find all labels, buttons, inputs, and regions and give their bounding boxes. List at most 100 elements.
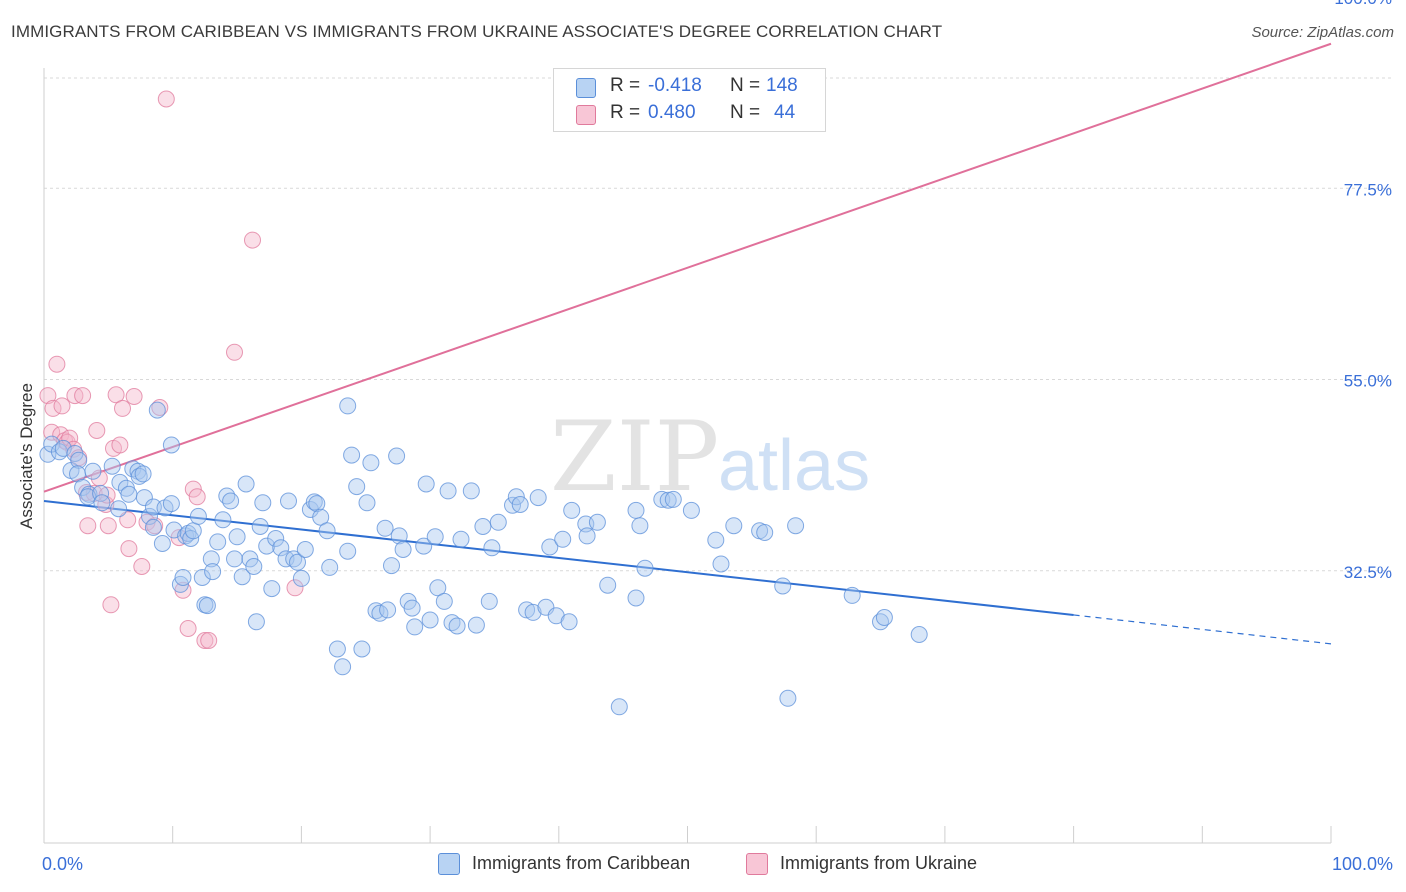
caribbean-point	[448, 617, 466, 635]
caribbean-point	[308, 495, 326, 513]
caribbean-point	[198, 597, 216, 615]
caribbean-point	[254, 494, 272, 512]
trend-lines	[43, 42, 1332, 645]
caribbean-point	[511, 496, 529, 513]
caribbean-point	[103, 457, 121, 475]
legend-swatch-ukraine	[576, 105, 596, 125]
caribbean-point	[148, 401, 166, 419]
caribbean-point	[631, 517, 649, 535]
source-label: Source: ZipAtlas.com	[1251, 24, 1394, 41]
ukraine-point	[286, 579, 304, 597]
caribbean-point	[682, 501, 700, 519]
y-tick-label: 32.5%	[1344, 563, 1392, 582]
caribbean-points	[39, 397, 928, 716]
caribbean-point	[394, 541, 412, 558]
ukraine-point	[107, 386, 125, 404]
caribbean-point	[193, 569, 211, 586]
caribbean-point	[292, 569, 310, 587]
caribbean-point	[467, 616, 485, 634]
caribbean-point	[417, 475, 435, 493]
caribbean-point	[348, 478, 366, 496]
caribbean-point	[875, 609, 893, 626]
legend-r-value: -0.418	[648, 75, 702, 96]
caribbean-point	[390, 527, 408, 545]
caribbean-point	[209, 533, 227, 551]
ukraine-point	[120, 540, 138, 558]
caribbean-point	[518, 601, 536, 619]
caribbean-point	[280, 492, 297, 510]
caribbean-point	[588, 513, 606, 531]
caribbean-point	[134, 465, 152, 483]
ukraine-point	[184, 480, 202, 498]
caribbean-point	[659, 491, 677, 509]
caribbean-point	[426, 528, 444, 546]
ukraine-trend-line	[43, 42, 1332, 493]
caribbean-point	[135, 489, 153, 507]
caribbean-point	[843, 586, 861, 604]
caribbean-point	[443, 614, 461, 632]
caribbean-point	[563, 501, 581, 519]
caribbean-point	[707, 531, 725, 549]
caribbean-point	[144, 518, 162, 536]
caribbean-point	[237, 475, 255, 493]
ukraine-point	[179, 620, 197, 637]
ukraine-point	[114, 399, 131, 417]
caribbean-point	[189, 507, 207, 525]
caribbean-point	[93, 494, 111, 512]
caribbean-point	[251, 518, 269, 535]
caribbean-point	[421, 611, 439, 629]
caribbean-point	[179, 524, 197, 542]
caribbean-point	[305, 493, 323, 511]
caribbean-point	[362, 454, 380, 472]
x-tick-label: 100.0%	[1332, 854, 1393, 874]
legend-n-value: 44	[774, 102, 796, 123]
caribbean-point	[79, 488, 97, 506]
caribbean-point	[415, 537, 433, 555]
caribbean-point	[779, 689, 797, 707]
ukraine-point	[61, 429, 79, 447]
caribbean-point	[184, 522, 202, 540]
x-tick-label: 0.0%	[42, 854, 83, 874]
caribbean-point	[379, 601, 397, 619]
caribbean-point	[241, 550, 259, 568]
caribbean-point	[334, 658, 352, 676]
legend-swatch-caribbean	[576, 78, 596, 98]
caribbean-point	[787, 517, 805, 535]
caribbean-point	[610, 698, 628, 716]
caribbean-point	[296, 541, 314, 558]
ukraine-point	[79, 517, 97, 535]
caribbean-point	[712, 555, 730, 573]
caribbean-point	[321, 558, 339, 576]
caribbean-point	[725, 517, 743, 535]
caribbean-point	[129, 462, 147, 480]
caribbean-point	[376, 519, 394, 537]
y-tick-label: 77.5%	[1344, 180, 1392, 199]
ukraine-point	[99, 517, 117, 535]
axes	[43, 68, 1332, 844]
caribbean-point	[111, 473, 129, 491]
caribbean-point	[474, 518, 492, 535]
caribbean-point	[204, 563, 222, 581]
legend-n-label: N =	[730, 102, 761, 123]
caribbean-point	[222, 492, 240, 510]
caribbean-point	[174, 569, 192, 586]
caribbean-point	[328, 640, 346, 658]
caribbean-point	[599, 576, 617, 594]
watermark: ZIP atlas	[550, 401, 870, 513]
caribbean-point	[214, 511, 232, 529]
caribbean-point	[162, 436, 180, 454]
ukraine-point	[90, 469, 108, 487]
ukraine-point	[74, 387, 92, 405]
caribbean-point	[312, 508, 330, 526]
caribbean-point	[171, 575, 189, 593]
caribbean-point	[74, 479, 92, 496]
caribbean-point	[162, 495, 180, 513]
caribbean-point	[110, 500, 128, 518]
bottom-legend-label: Immigrants from Ukraine	[780, 853, 978, 873]
caribbean-point	[318, 522, 336, 540]
caribbean-point	[272, 539, 290, 557]
ukraine-point	[200, 632, 218, 649]
caribbean-point	[84, 462, 102, 480]
caribbean-point	[452, 530, 470, 548]
caribbean-trend-extension	[1073, 614, 1332, 645]
